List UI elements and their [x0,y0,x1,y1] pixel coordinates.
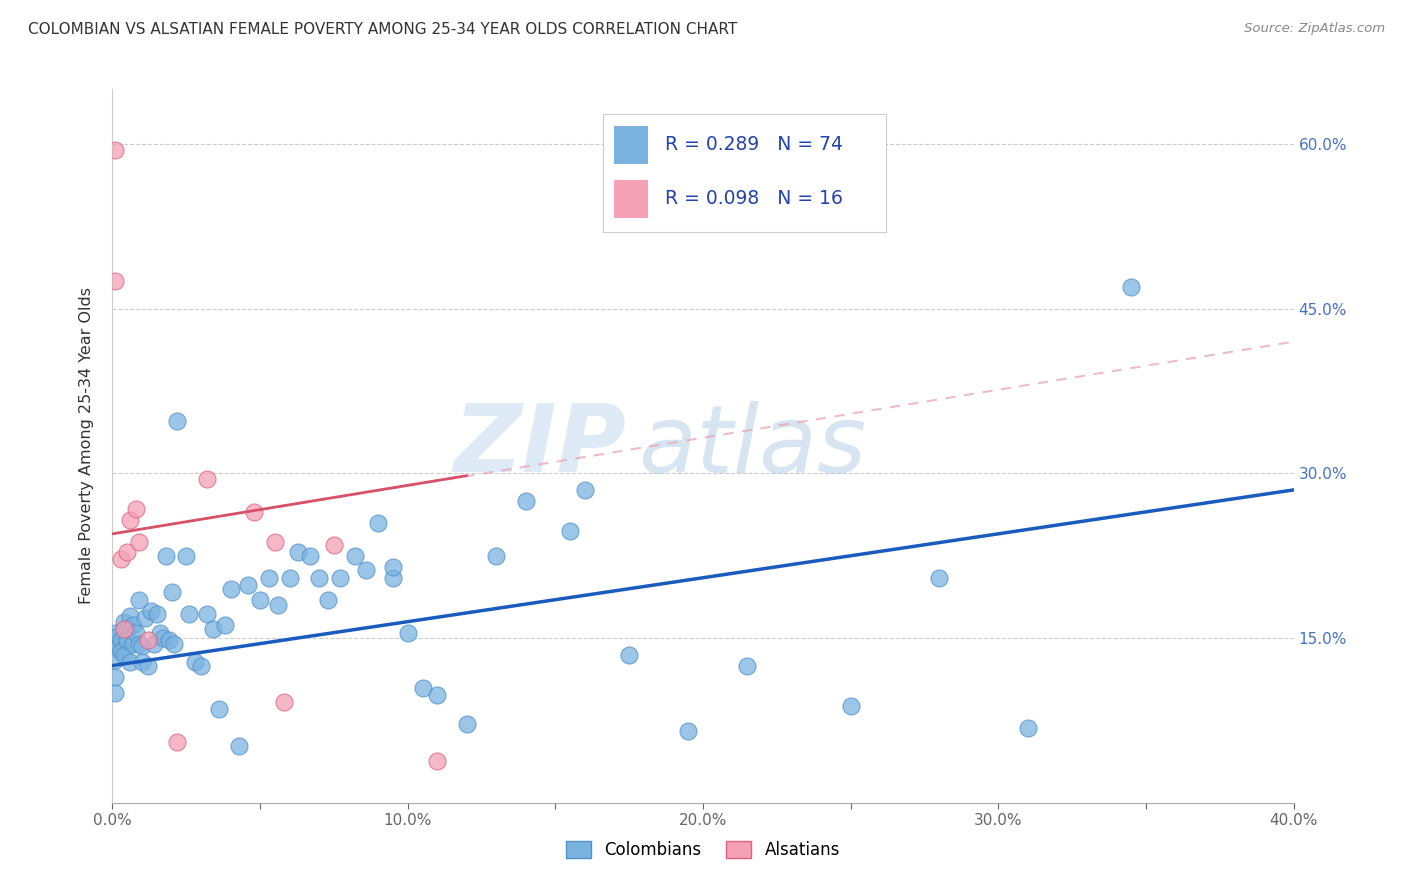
Point [515,494,537,508]
Point [117,623,138,637]
Point [737,658,759,673]
Point [122,618,145,632]
Point [619,648,641,662]
Point [190,658,212,673]
Point [382,559,405,574]
Point [1119,280,1142,294]
Point [104,637,127,651]
Point [287,545,309,559]
Point [1017,721,1039,735]
Point [299,549,322,563]
Point [125,625,148,640]
Point [166,735,188,749]
Point [104,625,127,640]
Point [125,501,148,516]
Point [131,639,153,653]
Point [110,633,132,648]
Point [149,625,172,640]
Point [112,648,135,662]
Point [107,640,129,654]
Point [356,563,378,577]
Point [117,545,138,559]
Point [128,592,150,607]
Point [456,716,478,731]
Point [238,578,260,592]
Point [839,699,862,714]
Point [174,549,197,563]
Point [139,604,162,618]
Point [152,631,174,645]
Point [678,724,700,739]
Point [278,571,301,585]
Point [104,653,127,667]
Point [179,607,201,621]
Point [382,571,405,585]
Point [104,669,127,683]
Point [104,686,127,700]
Point [166,414,188,428]
Point [104,274,127,288]
Point [163,637,186,651]
Point [120,609,142,624]
Point [273,695,295,709]
Point [195,607,218,621]
Point [485,549,508,563]
Point [214,618,236,632]
Legend: Colombians, Alsatians: Colombians, Alsatians [560,834,846,866]
Point [160,585,183,599]
Point [136,633,159,648]
Point [208,702,231,716]
Point [104,143,127,157]
Point [316,592,339,607]
Point [110,644,132,658]
Point [122,637,145,651]
Point [184,655,207,669]
Point [249,592,271,607]
Point [323,538,346,552]
Point [107,629,129,643]
Point [558,524,582,538]
Point [146,607,169,621]
Text: COLOMBIAN VS ALSATIAN FEMALE POVERTY AMONG 25-34 YEAR OLDS CORRELATION CHART: COLOMBIAN VS ALSATIAN FEMALE POVERTY AMO… [28,22,737,37]
Point [112,623,135,637]
Text: atlas: atlas [638,401,866,491]
Point [131,655,153,669]
Point [329,571,352,585]
Point [134,611,156,625]
Point [928,571,950,585]
Point [411,681,433,695]
Point [201,623,224,637]
Point [308,571,330,585]
Y-axis label: Female Poverty Among 25-34 Year Olds: Female Poverty Among 25-34 Year Olds [79,287,94,605]
Point [120,655,142,669]
Point [267,598,290,612]
Point [343,549,366,563]
Point [136,658,159,673]
Point [396,625,419,640]
Point [257,571,280,585]
Point [112,615,135,629]
Point [142,637,165,651]
Point [243,505,266,519]
Point [110,552,132,566]
Point [120,512,142,526]
Point [574,483,596,497]
Point [128,637,150,651]
Point [264,534,287,549]
Point [117,633,138,648]
Point [367,516,389,530]
Point [155,549,177,563]
Point [426,754,449,768]
Point [228,739,250,753]
Point [426,688,449,702]
Point [195,472,218,486]
Text: ZIP: ZIP [453,400,626,492]
Text: Source: ZipAtlas.com: Source: ZipAtlas.com [1244,22,1385,36]
Point [157,633,180,648]
Point [128,534,150,549]
Point [219,582,242,596]
